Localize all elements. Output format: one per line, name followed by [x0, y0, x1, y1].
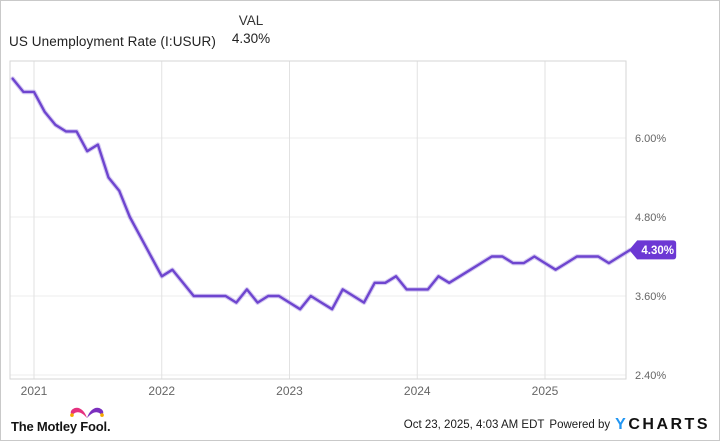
value-column: VAL 4.30% — [227, 13, 275, 46]
value-column-header: VAL — [238, 13, 264, 28]
ycharts-logo: YCHARTS — [615, 417, 710, 433]
x-axis-tick-label: 2021 — [21, 384, 48, 398]
x-axis-tick-label: 2023 — [276, 384, 303, 398]
latest-value-badge-label: 4.30% — [641, 245, 674, 257]
y-axis-tick-label: 3.60% — [635, 291, 666, 303]
footer-attribution: Oct 23, 2025, 4:03 AM EDT Powered by YCH… — [404, 417, 710, 433]
chart-title: US Unemployment Rate (I:USUR) — [9, 34, 216, 49]
y-axis-tick-label: 6.00% — [635, 133, 666, 145]
y-axis-tick-label: 2.40% — [635, 370, 666, 382]
latest-value: 4.30% — [231, 31, 271, 46]
chart-timestamp: Oct 23, 2025, 4:03 AM EDT — [403, 419, 545, 431]
ycharts-logo-charts: CHARTS — [628, 416, 710, 433]
y-axis-tick-label: 4.80% — [635, 212, 666, 224]
latest-value-badge — [629, 240, 677, 260]
motley-fool-logo: The Motley Fool. — [11, 407, 111, 434]
x-axis-tick-label: 2025 — [532, 384, 559, 398]
x-axis-tick-label: 2022 — [148, 384, 175, 398]
plot-area — [10, 61, 626, 379]
unemployment-series-line — [11, 77, 632, 311]
plot-border — [9, 60, 627, 380]
x-axis-tick-label: 2024 — [404, 384, 431, 398]
powered-by-label: Powered by — [549, 419, 611, 431]
jester-hat-icon — [70, 407, 104, 419]
ycharts-logo-y: Y — [615, 416, 629, 433]
motley-fool-wordmark: The Motley Fool. — [11, 419, 111, 434]
